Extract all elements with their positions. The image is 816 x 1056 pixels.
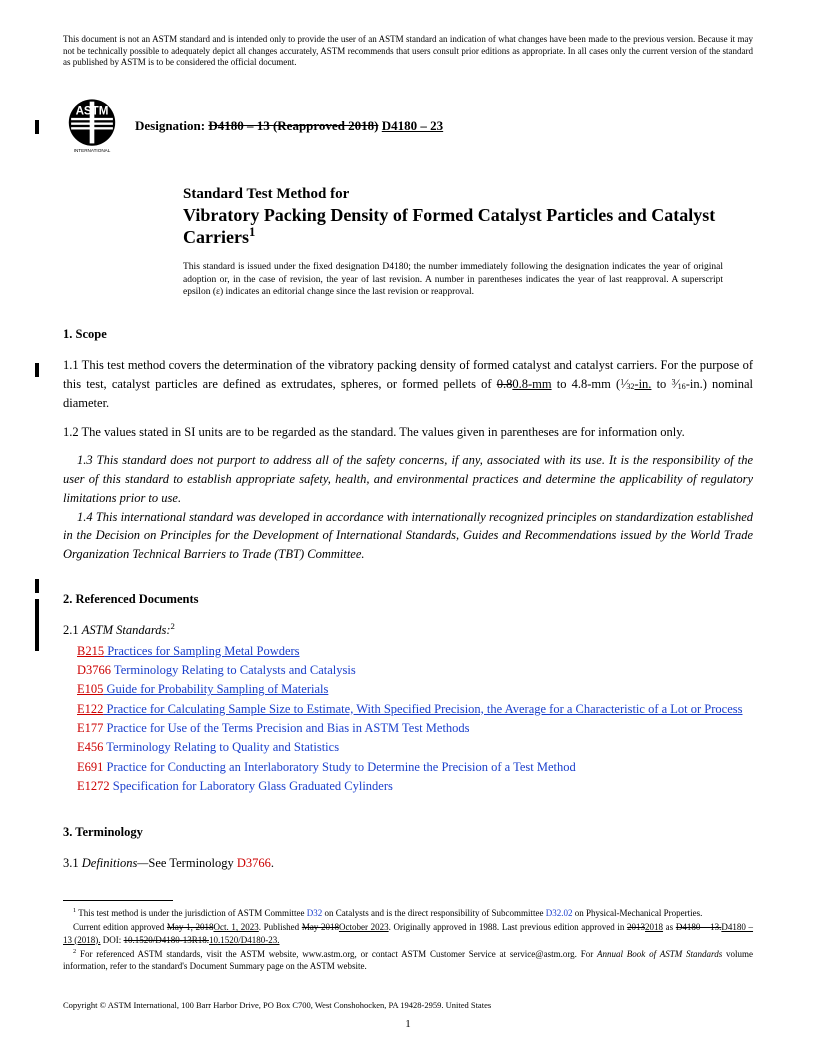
para-1-1: 1.1 This test method covers the determin…: [63, 356, 753, 412]
reference-item[interactable]: E456 Terminology Relating to Quality and…: [77, 738, 753, 757]
svg-text:ASTM: ASTM: [76, 104, 109, 117]
top-disclaimer: This document is not an ASTM standard an…: [63, 34, 753, 69]
para-2-1: 2.1 ASTM Standards:2: [63, 621, 753, 640]
footnote-2: 2 For referenced ASTM standards, visit t…: [63, 948, 753, 972]
designation-line: Designation: D4180 – 13 (Reapproved 2018…: [135, 118, 443, 134]
astm-logo: ASTM INTERNATIONAL: [63, 97, 121, 155]
section-1-head: 1. Scope: [63, 327, 753, 342]
para-3-1: 3.1 Definitions—See Terminology D3766.: [63, 854, 753, 873]
revision-bar: [35, 579, 39, 593]
section-2-head: 2. Referenced Documents: [63, 592, 753, 607]
title-kicker: Standard Test Method for: [183, 185, 753, 204]
reference-item[interactable]: B215 Practices for Sampling Metal Powder…: [77, 642, 753, 661]
svg-text:INTERNATIONAL: INTERNATIONAL: [74, 148, 111, 153]
designation-new: D4180 – 23: [382, 118, 443, 133]
reference-item[interactable]: E691 Practice for Conducting an Interlab…: [77, 758, 753, 777]
reference-item[interactable]: E1272 Specification for Laboratory Glass…: [77, 777, 753, 796]
designation-old: D4180 – 13 (Reapproved 2018): [208, 118, 378, 133]
title-block: Standard Test Method for Vibratory Packi…: [183, 185, 753, 249]
revision-bar: [35, 363, 39, 377]
para-1-3: 1.3 This standard does not purport to ad…: [63, 451, 753, 507]
title-main: Vibratory Packing Density of Formed Cata…: [183, 204, 753, 249]
footnote-rule: [63, 900, 173, 901]
reference-item[interactable]: E105 Guide for Probability Sampling of M…: [77, 680, 753, 699]
para-1-4: 1.4 This international standard was deve…: [63, 508, 753, 564]
reference-item[interactable]: E122 Practice for Calculating Sample Siz…: [77, 700, 753, 719]
footnote-1: 1 This test method is under the jurisdic…: [63, 907, 753, 919]
para-1-2: 1.2 The values stated in SI units are to…: [63, 423, 753, 442]
referenced-documents-list: B215 Practices for Sampling Metal Powder…: [77, 642, 753, 797]
revision-bar: [35, 599, 39, 651]
reference-item[interactable]: E177 Practice for Use of the Terms Preci…: [77, 719, 753, 738]
copyright-line: Copyright © ASTM International, 100 Barr…: [63, 1000, 491, 1010]
designation-label: Designation:: [135, 118, 205, 133]
page-number: 1: [405, 1018, 411, 1030]
section-3-head: 3. Terminology: [63, 825, 753, 840]
reference-item[interactable]: D3766 Terminology Relating to Catalysts …: [77, 661, 753, 680]
revision-bar: [35, 120, 39, 134]
header-row: ASTM INTERNATIONAL Designation: D4180 – …: [63, 97, 753, 155]
issuance-note: This standard is issued under the fixed …: [183, 261, 723, 299]
footnote-1b: Current edition approved May 1, 2018Oct.…: [63, 921, 753, 945]
